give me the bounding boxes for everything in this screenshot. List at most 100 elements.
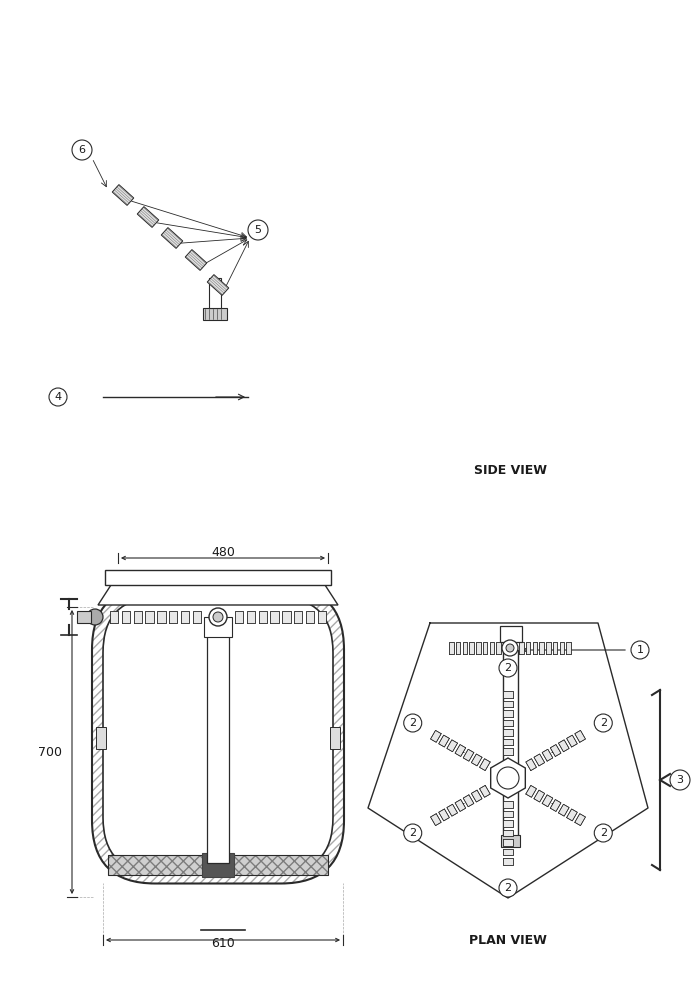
Polygon shape: [503, 858, 513, 865]
Polygon shape: [439, 735, 449, 747]
Bar: [202, 852, 234, 876]
Polygon shape: [181, 611, 189, 623]
Polygon shape: [503, 720, 513, 726]
Polygon shape: [503, 811, 513, 817]
Text: 700: 700: [38, 746, 62, 758]
Polygon shape: [98, 585, 338, 605]
Polygon shape: [503, 849, 513, 855]
Polygon shape: [491, 758, 525, 798]
FancyBboxPatch shape: [103, 597, 333, 872]
Bar: [108, 854, 328, 874]
Polygon shape: [503, 729, 513, 736]
Circle shape: [594, 824, 612, 842]
Polygon shape: [122, 611, 130, 623]
Bar: [77, 611, 91, 623]
Circle shape: [631, 641, 649, 659]
Polygon shape: [258, 611, 267, 623]
Polygon shape: [169, 611, 178, 623]
Polygon shape: [207, 275, 229, 295]
Bar: [204, 617, 232, 637]
Text: 610: 610: [211, 937, 235, 950]
Text: 6: 6: [78, 145, 85, 155]
Polygon shape: [294, 611, 302, 623]
Polygon shape: [553, 642, 557, 654]
Circle shape: [209, 608, 227, 626]
Circle shape: [502, 640, 518, 656]
Polygon shape: [306, 611, 314, 623]
Polygon shape: [449, 642, 454, 654]
Polygon shape: [526, 642, 531, 654]
Polygon shape: [463, 749, 474, 761]
Circle shape: [499, 879, 517, 897]
Circle shape: [87, 609, 103, 625]
Polygon shape: [193, 611, 201, 623]
Polygon shape: [519, 642, 524, 654]
Polygon shape: [430, 730, 441, 742]
Bar: [500, 626, 522, 642]
Circle shape: [248, 220, 268, 240]
Polygon shape: [430, 814, 441, 826]
Polygon shape: [575, 730, 585, 742]
Polygon shape: [270, 611, 279, 623]
Circle shape: [594, 714, 612, 732]
Polygon shape: [566, 642, 571, 654]
Circle shape: [506, 644, 514, 652]
Bar: [209, 278, 221, 308]
Text: 2: 2: [410, 718, 416, 728]
Polygon shape: [318, 611, 326, 623]
Bar: [105, 570, 331, 585]
Polygon shape: [546, 642, 551, 654]
Bar: [96, 727, 106, 749]
Polygon shape: [489, 642, 494, 654]
Polygon shape: [471, 754, 482, 766]
Polygon shape: [559, 642, 564, 654]
Text: 480: 480: [211, 546, 235, 559]
Polygon shape: [456, 642, 461, 654]
Polygon shape: [158, 611, 166, 623]
Text: 2: 2: [505, 883, 512, 893]
Polygon shape: [282, 611, 290, 623]
Polygon shape: [575, 814, 585, 826]
Polygon shape: [439, 809, 449, 821]
Polygon shape: [534, 790, 545, 802]
Polygon shape: [480, 759, 490, 771]
Polygon shape: [234, 611, 243, 623]
Circle shape: [213, 612, 223, 622]
Polygon shape: [463, 795, 474, 807]
Text: 2: 2: [600, 828, 607, 838]
Polygon shape: [146, 611, 154, 623]
Polygon shape: [503, 830, 513, 836]
Polygon shape: [539, 642, 544, 654]
Polygon shape: [137, 207, 159, 227]
Polygon shape: [526, 759, 536, 771]
Polygon shape: [476, 642, 481, 654]
Polygon shape: [110, 611, 118, 623]
Polygon shape: [186, 250, 206, 270]
Polygon shape: [503, 748, 513, 755]
Polygon shape: [566, 735, 578, 747]
Circle shape: [499, 659, 517, 677]
Polygon shape: [503, 739, 513, 745]
Polygon shape: [503, 710, 513, 717]
Text: 4: 4: [55, 392, 62, 402]
Text: 2: 2: [505, 663, 512, 673]
Polygon shape: [559, 740, 569, 752]
Bar: [330, 727, 340, 749]
Polygon shape: [496, 642, 501, 654]
Polygon shape: [480, 785, 490, 797]
Circle shape: [404, 714, 421, 732]
Polygon shape: [112, 185, 134, 205]
Polygon shape: [455, 800, 466, 811]
Text: 3: 3: [676, 775, 683, 785]
Polygon shape: [503, 691, 513, 698]
Polygon shape: [447, 804, 458, 816]
Polygon shape: [469, 642, 474, 654]
Polygon shape: [526, 785, 536, 797]
Bar: [108, 854, 328, 874]
Text: 5: 5: [255, 225, 262, 235]
Bar: [503, 650, 518, 837]
Circle shape: [497, 767, 519, 789]
Circle shape: [670, 770, 690, 790]
Text: 1: 1: [636, 645, 643, 655]
Bar: [108, 854, 328, 874]
